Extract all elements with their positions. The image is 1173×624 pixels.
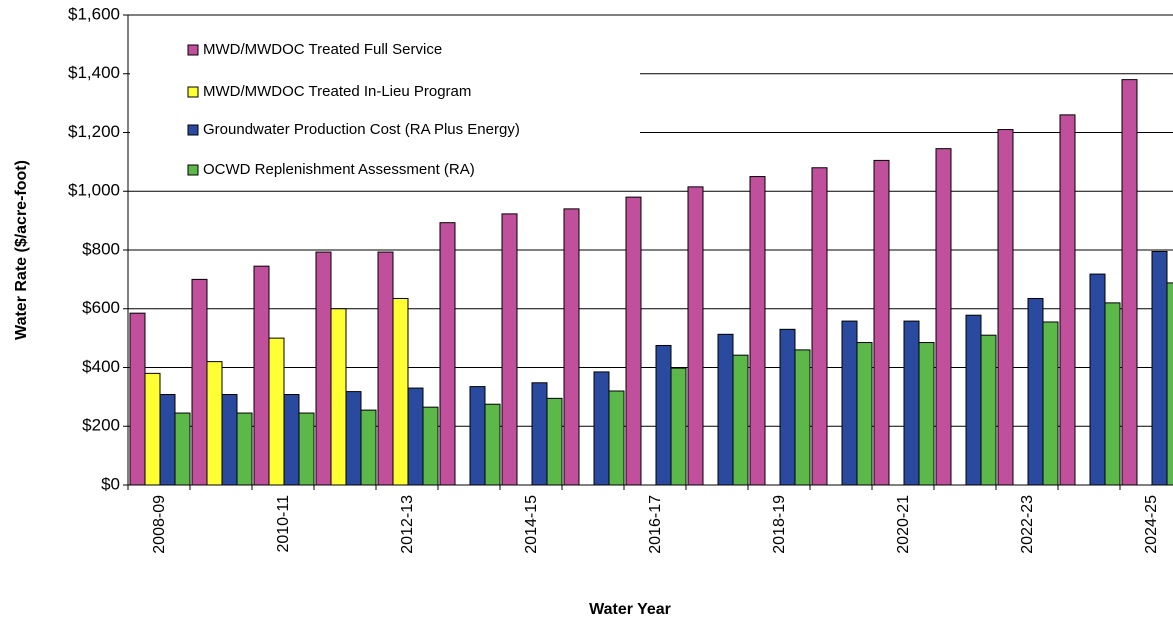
bar bbox=[422, 406, 439, 486]
y-tick-label: $800 bbox=[82, 239, 120, 258]
bar bbox=[501, 213, 518, 486]
bar bbox=[1166, 282, 1173, 486]
bar bbox=[1104, 302, 1121, 486]
legend-swatch bbox=[187, 86, 199, 98]
legend-label: MWD/MWDOC Treated In-Lieu Program bbox=[203, 83, 471, 100]
y-tick-label: $1,200 bbox=[68, 122, 120, 141]
bar bbox=[283, 394, 300, 486]
bar bbox=[159, 394, 176, 486]
bar bbox=[1121, 79, 1138, 486]
x-axis-title: Water Year bbox=[589, 601, 671, 618]
bar bbox=[608, 390, 625, 486]
bar bbox=[221, 394, 238, 486]
bar bbox=[360, 409, 377, 486]
y-tick-label: $1,000 bbox=[68, 181, 120, 200]
y-tick-label: $1,400 bbox=[68, 63, 120, 82]
bar bbox=[298, 412, 315, 486]
bar bbox=[377, 251, 394, 486]
bar bbox=[1027, 297, 1044, 486]
bar bbox=[315, 251, 332, 486]
bar bbox=[563, 208, 580, 486]
bar bbox=[873, 159, 890, 486]
bar bbox=[811, 167, 828, 486]
bar bbox=[717, 333, 734, 486]
x-tick-label: 2014-15 bbox=[523, 495, 540, 554]
bar bbox=[330, 308, 347, 486]
bar bbox=[856, 342, 873, 486]
bar bbox=[779, 328, 796, 486]
legend-swatch bbox=[187, 124, 199, 136]
bar bbox=[236, 412, 253, 486]
bar bbox=[253, 265, 270, 486]
y-tick-label: $400 bbox=[82, 357, 120, 376]
y-tick-label: $0 bbox=[101, 474, 120, 493]
legend-label: Groundwater Production Cost (RA Plus Ene… bbox=[203, 121, 520, 138]
bar bbox=[593, 371, 610, 486]
x-tick-label: 2018-19 bbox=[771, 495, 788, 554]
bar bbox=[903, 320, 920, 486]
bar bbox=[980, 334, 997, 486]
bar bbox=[392, 297, 409, 486]
y-tick-label: $1,600 bbox=[68, 4, 120, 23]
bar bbox=[841, 320, 858, 486]
bar bbox=[1151, 250, 1168, 486]
bar bbox=[935, 148, 952, 486]
bar bbox=[439, 222, 456, 486]
bar bbox=[965, 314, 982, 486]
legend-swatch bbox=[187, 164, 199, 176]
legend-swatch bbox=[187, 44, 199, 56]
y-tick-label: $200 bbox=[82, 416, 120, 435]
x-tick-label: 2020-21 bbox=[895, 495, 912, 554]
x-tick-label: 2010-11 bbox=[275, 495, 292, 553]
bar bbox=[531, 382, 548, 486]
x-tick-label: 2016-17 bbox=[647, 495, 664, 554]
bar bbox=[655, 344, 672, 486]
legend-label: MWD/MWDOC Treated Full Service bbox=[203, 41, 442, 58]
bar bbox=[174, 412, 191, 486]
bar bbox=[1059, 114, 1076, 486]
legend-label: OCWD Replenishment Assessment (RA) bbox=[203, 161, 475, 178]
bar bbox=[206, 361, 223, 486]
bar bbox=[484, 403, 501, 486]
x-tick-label: 2012-13 bbox=[399, 495, 416, 554]
x-tick-label: 2022-23 bbox=[1019, 495, 1036, 554]
x-tick-label: 2024-25 bbox=[1143, 495, 1160, 554]
bar bbox=[794, 349, 811, 486]
bar bbox=[687, 186, 704, 486]
bar bbox=[1089, 273, 1106, 486]
y-tick-label: $600 bbox=[82, 298, 120, 317]
bar bbox=[918, 342, 935, 486]
bar bbox=[191, 278, 208, 486]
bar bbox=[625, 196, 642, 486]
bar bbox=[1042, 321, 1059, 486]
bar bbox=[407, 387, 424, 486]
y-axis-title: Water Rate ($/acre-foot) bbox=[13, 160, 30, 340]
legend-box bbox=[130, 17, 640, 187]
bar bbox=[997, 129, 1014, 486]
bar bbox=[749, 176, 766, 486]
x-tick-label: 2008-09 bbox=[151, 495, 168, 554]
bar bbox=[732, 354, 749, 486]
bar bbox=[129, 312, 146, 486]
bar bbox=[469, 386, 486, 486]
bar bbox=[670, 367, 687, 486]
bar bbox=[546, 397, 563, 486]
bar bbox=[144, 372, 161, 486]
bar bbox=[268, 337, 285, 486]
bar bbox=[345, 391, 362, 486]
